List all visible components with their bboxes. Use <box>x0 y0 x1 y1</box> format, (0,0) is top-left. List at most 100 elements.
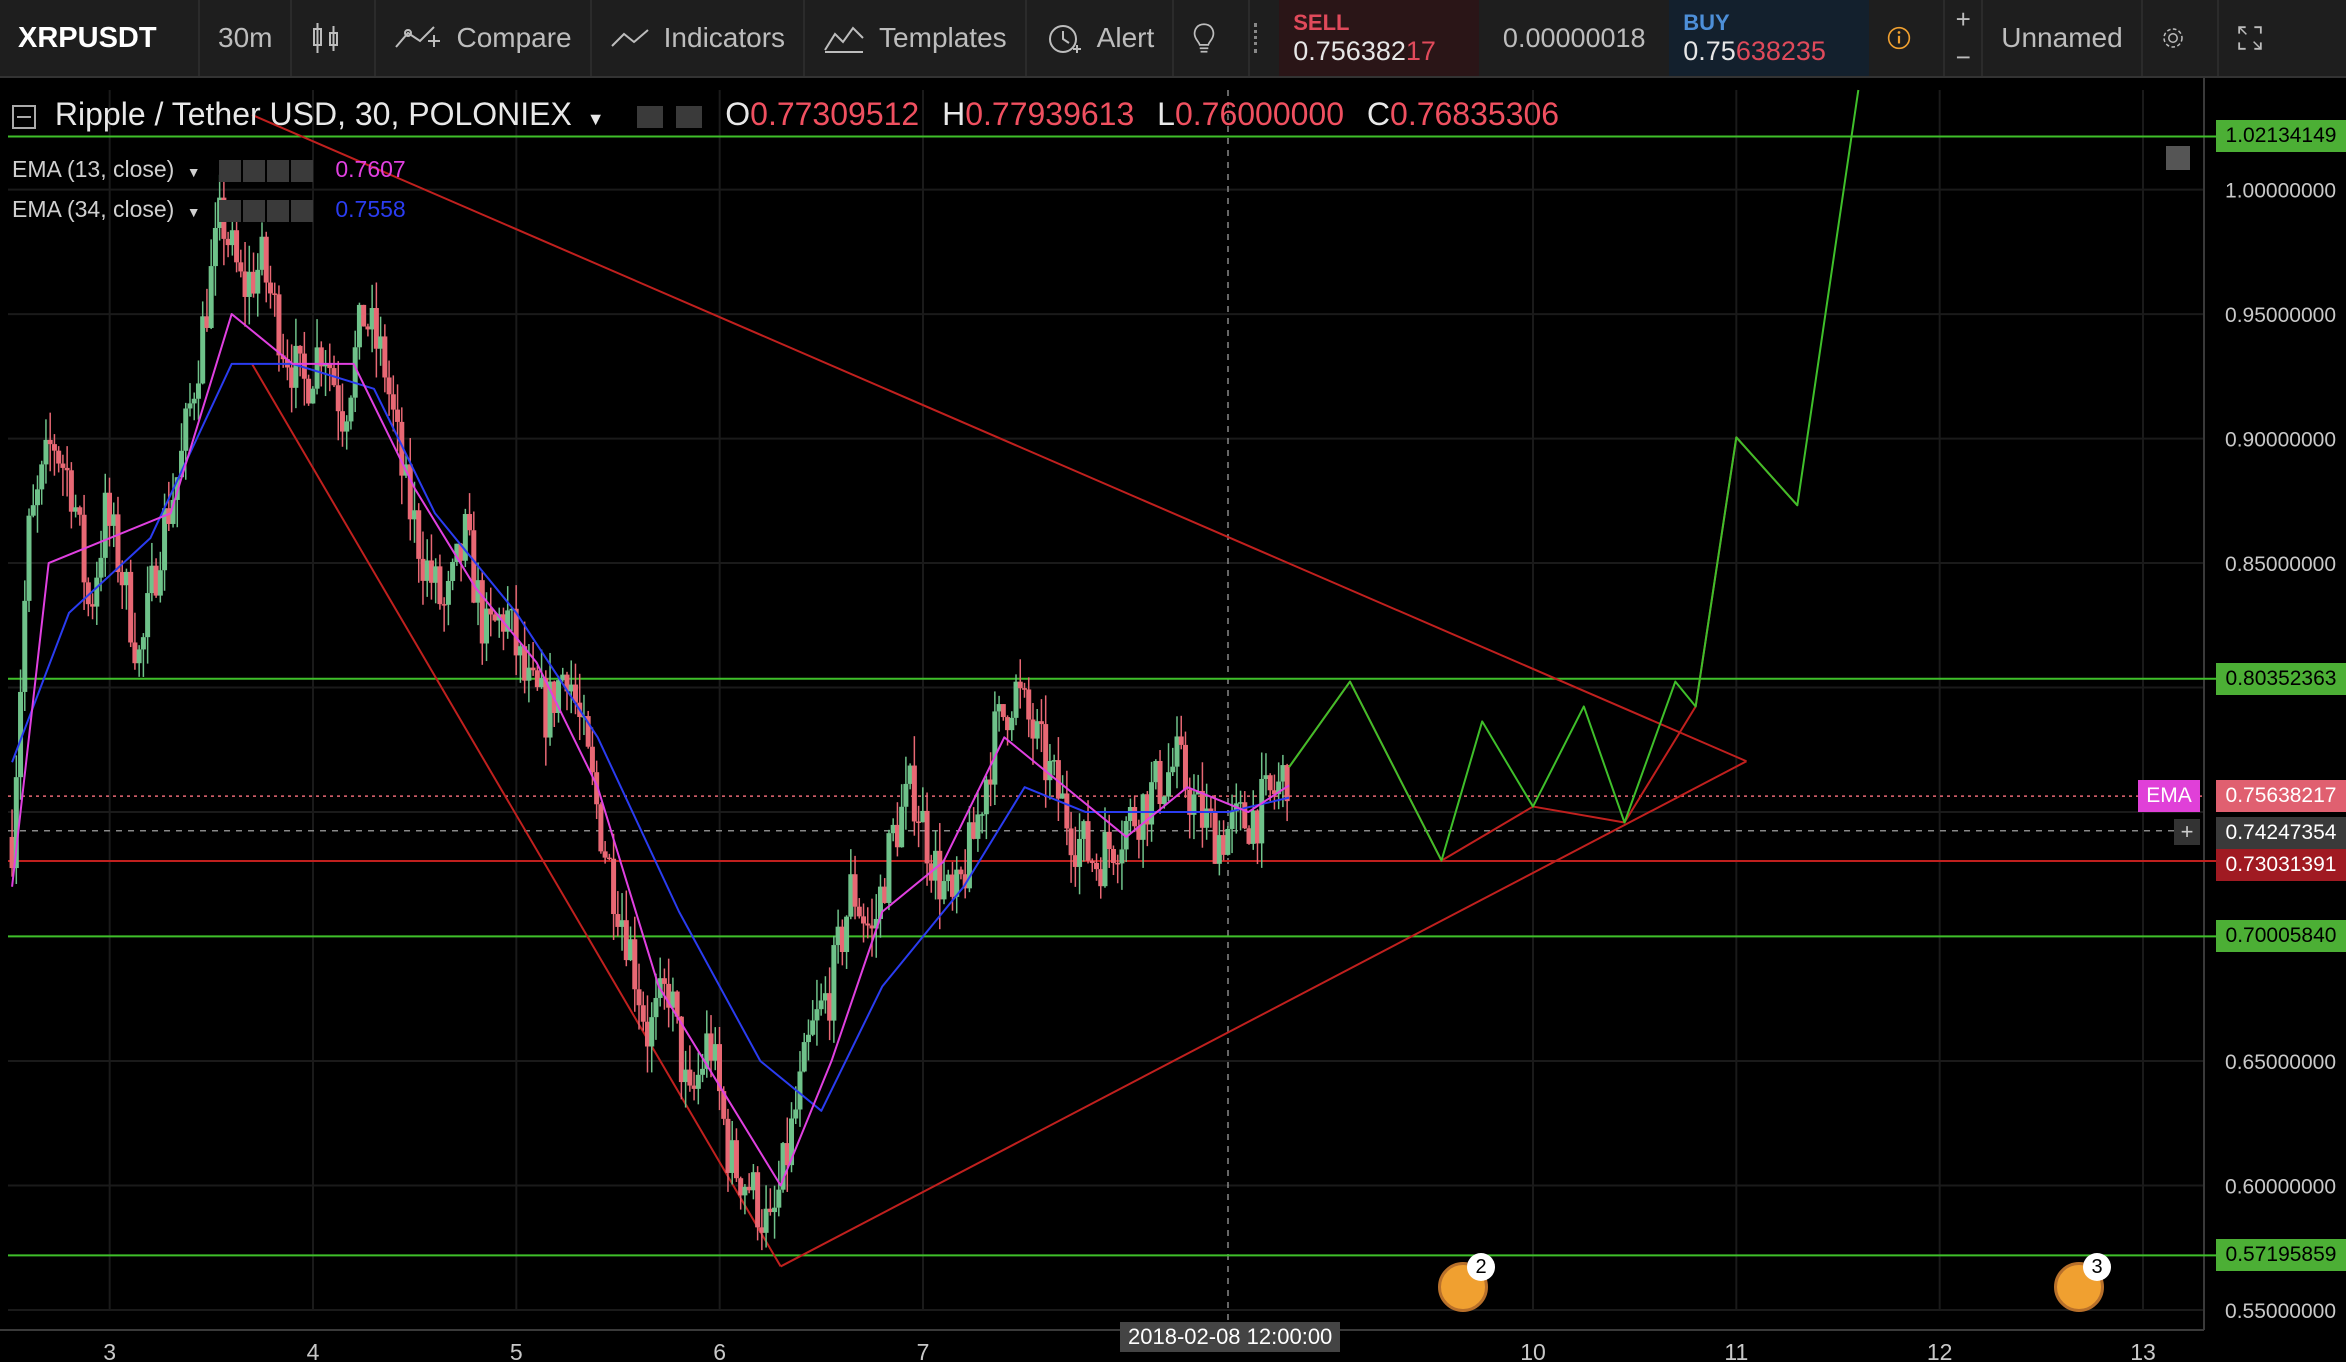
ema13-controls-icon[interactable] <box>218 159 315 182</box>
y-tick-label-6: 1.00000000 <box>2225 180 2336 203</box>
candle-body-47 <box>208 266 214 328</box>
scroll-to-end-icon[interactable] <box>2166 146 2190 170</box>
candle-body-270 <box>1153 760 1159 783</box>
candle-body-94 <box>407 464 413 520</box>
candle-body-9 <box>47 439 53 445</box>
candle-body-242 <box>1034 721 1040 739</box>
ema34-value: 0.7558 <box>335 196 406 222</box>
candle-body-245 <box>1047 760 1053 781</box>
candle-body-139 <box>598 804 604 852</box>
y-tick-label-1: 0.60000000 <box>2225 1176 2336 1199</box>
legend-eye-icon[interactable] <box>637 105 664 128</box>
candle-body-68 <box>297 345 303 354</box>
candle-body-228 <box>975 814 981 839</box>
interval-button[interactable]: 30m <box>200 0 293 76</box>
candle-body-35 <box>157 570 163 596</box>
ideas-button[interactable] <box>1174 0 1251 76</box>
legend-gear-icon[interactable] <box>676 105 703 128</box>
candle-body-78 <box>339 411 345 432</box>
candle-body-202 <box>865 923 871 926</box>
candle-body-250 <box>1068 828 1074 856</box>
candle-body-224 <box>958 869 964 875</box>
candle-body-271 <box>1157 760 1163 805</box>
ema34-dropdown-icon[interactable]: ▼ <box>186 204 201 220</box>
candle-body-31 <box>140 637 146 650</box>
ema34-label[interactable]: EMA (34, close) <box>12 196 175 222</box>
alert-label: Alert <box>1096 22 1155 53</box>
candle-body-229 <box>979 814 985 816</box>
compare-button[interactable]: Compare <box>376 0 592 76</box>
candle-body-275 <box>1174 736 1180 767</box>
candle-body-60 <box>263 236 269 283</box>
candle-body-292 <box>1246 828 1252 844</box>
candle-body-277 <box>1182 744 1188 790</box>
candle-body-101 <box>437 566 443 605</box>
candle-body-53 <box>234 230 240 263</box>
ema13-label[interactable]: EMA (13, close) <box>12 156 175 182</box>
buy-button[interactable]: BUY 0.75638235 <box>1669 0 1870 76</box>
candle-body-283 <box>1208 808 1214 812</box>
templates-button[interactable]: Templates <box>805 0 1027 76</box>
indicators-label: Indicators <box>663 22 786 53</box>
info-button[interactable] <box>1869 0 1946 76</box>
layout-menu[interactable]: Unnamed <box>1983 0 2144 76</box>
candle-body-214 <box>916 821 922 823</box>
low-value: 0.76000000 <box>1174 96 1345 132</box>
candle-body-104 <box>450 561 456 581</box>
candle-body-38 <box>170 499 176 524</box>
level-tag-4: 0.57195859 <box>2216 1239 2346 1272</box>
candle-body-226 <box>966 822 972 889</box>
sell-button[interactable]: SELL 0.75638217 <box>1279 0 1480 76</box>
candle-body-40 <box>179 450 185 478</box>
candle-body-164 <box>704 1033 710 1069</box>
templates-label: Templates <box>879 22 1007 53</box>
indicators-button[interactable]: Indicators <box>592 0 806 76</box>
chart-type-button[interactable] <box>292 0 377 76</box>
candle-body-172 <box>738 1178 744 1196</box>
candle-body-301 <box>1284 765 1290 802</box>
candle-body-36 <box>162 508 168 571</box>
candle-body-249 <box>1064 793 1070 829</box>
candle-body-208 <box>890 824 896 834</box>
chart-area[interactable]: 0.55000000 0.60000000 0.65000000 0.85000000… <box>0 78 2346 1362</box>
candle-body-191 <box>818 1000 824 1010</box>
candle-body-252 <box>1077 838 1083 867</box>
alert-button[interactable]: Alert <box>1027 0 1175 76</box>
candle-body-90 <box>390 394 396 410</box>
candle-body-178 <box>763 1208 769 1233</box>
candle-body-111 <box>479 580 485 644</box>
candle-body-235 <box>1005 717 1011 731</box>
candle-body-221 <box>945 874 951 882</box>
ema34-line <box>11 362 1290 1112</box>
candle-body-24 <box>111 514 117 526</box>
candle-body-41 <box>183 408 189 451</box>
plus-icon[interactable]: + <box>1955 3 1971 34</box>
minus-icon[interactable]: − <box>1955 41 1971 72</box>
symbol-search[interactable]: XRPUSDT <box>0 0 200 76</box>
candle-body-69 <box>301 353 307 379</box>
candle-body-294 <box>1254 810 1260 844</box>
price-chart[interactable]: 0.55000000 0.60000000 0.65000000 0.85000000… <box>0 78 2346 1362</box>
fullscreen-button[interactable] <box>2219 0 2295 76</box>
candle-body-222 <box>949 874 955 897</box>
ema34-controls-icon[interactable] <box>218 199 315 222</box>
open-label: O <box>725 96 751 132</box>
settings-button[interactable] <box>2143 0 2220 76</box>
candle-body-44 <box>195 383 201 399</box>
candle-body-149 <box>640 1005 646 1022</box>
event-flag-1[interactable]: 2 <box>1438 1253 1495 1312</box>
candle-body-109 <box>471 530 477 603</box>
candle-body-77 <box>335 385 341 412</box>
quantity-stepper[interactable]: + − <box>1945 0 1984 76</box>
y-tick-label-0: 0.55000000 <box>2225 1300 2336 1323</box>
drag-handle-icon[interactable] <box>1254 23 1271 53</box>
legend-dropdown-icon[interactable]: ▼ <box>586 109 605 129</box>
legend-title[interactable]: Ripple / Tether USD, 30, POLONIEX <box>54 96 572 132</box>
crosshair-plus-icon[interactable]: + <box>2174 818 2200 845</box>
event-flag-2[interactable]: 3 <box>2054 1253 2111 1312</box>
candle-body-255 <box>1089 860 1095 863</box>
candle-body-262 <box>1119 849 1125 864</box>
ema13-dropdown-icon[interactable]: ▼ <box>186 164 201 180</box>
candle-body-254 <box>1085 821 1091 861</box>
legend-collapse-icon[interactable] <box>12 104 36 129</box>
